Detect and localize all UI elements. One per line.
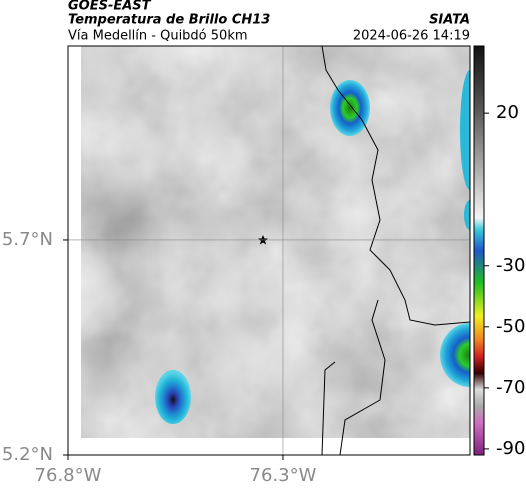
map-area bbox=[68, 46, 470, 455]
cloud bbox=[464, 200, 470, 230]
x-tick-label: 76.8°W bbox=[35, 465, 102, 486]
y-tick-label: 5.7°N bbox=[2, 229, 53, 250]
colorbar-tick-label: 20 bbox=[496, 102, 519, 123]
datetime: 2024-06-26 14:19 bbox=[353, 29, 470, 44]
colorbar bbox=[473, 45, 485, 456]
colorbar-tick-label: -50 bbox=[496, 316, 525, 337]
y-tick-label: 5.2°N bbox=[2, 444, 53, 465]
border bbox=[321, 46, 470, 455]
map-frame bbox=[67, 45, 471, 456]
cloud bbox=[440, 323, 470, 387]
location: Vía Medellín - Quibdó 50km bbox=[68, 29, 248, 44]
colorbar-tick-label: -70 bbox=[496, 377, 525, 398]
colorbar-tick-label: -30 bbox=[496, 255, 525, 276]
cloud bbox=[330, 80, 370, 136]
title: GOES-EAST bbox=[68, 0, 152, 14]
cloud bbox=[155, 370, 191, 424]
colorbar-tick-label: -90 bbox=[496, 438, 525, 459]
cloud bbox=[460, 70, 470, 190]
subtitle: Temperatura de Brillo CH13 bbox=[68, 13, 270, 28]
source: SIATA bbox=[429, 13, 470, 28]
x-tick-label: 76.3°W bbox=[250, 465, 317, 486]
satellite-image bbox=[81, 46, 470, 438]
